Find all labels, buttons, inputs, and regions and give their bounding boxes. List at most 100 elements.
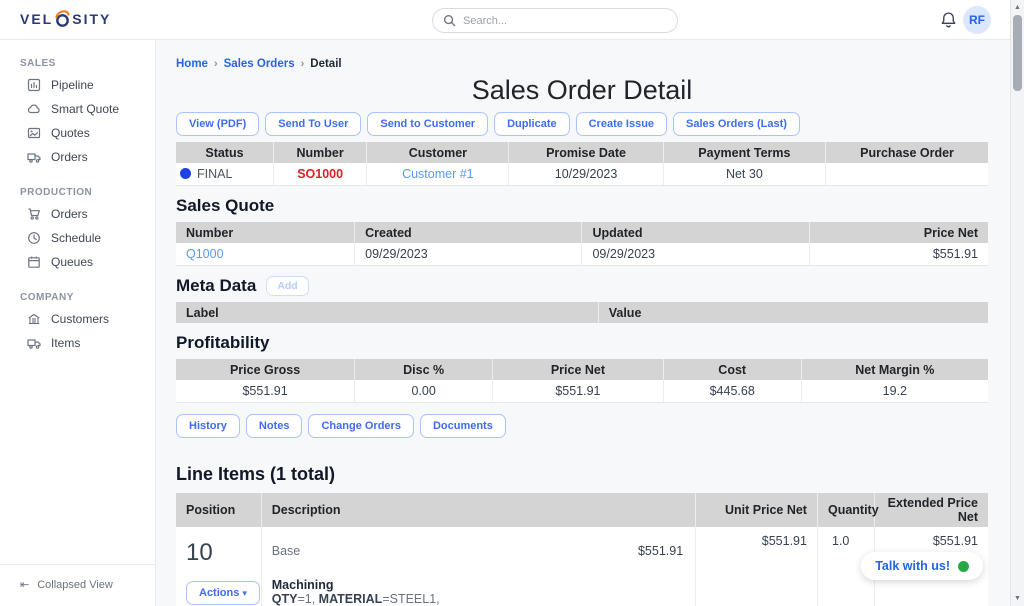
breadcrumb-home[interactable]: Home: [176, 58, 208, 70]
column-header: Description: [260, 493, 696, 527]
column-header: Quantity: [816, 493, 879, 527]
user-avatar[interactable]: RF: [963, 6, 991, 34]
sidebar-item-sales-quotes[interactable]: Quotes: [0, 121, 155, 145]
quote-number-link[interactable]: Q1000: [176, 243, 355, 266]
view-pdf-button[interactable]: View (PDF): [176, 112, 260, 136]
caret-down-icon: ▾: [242, 588, 247, 598]
documents-button[interactable]: Documents: [419, 414, 506, 438]
sidebar-item-label: Quotes: [51, 126, 90, 140]
column-header: Net Margin %: [800, 359, 988, 380]
order-action-buttons: View (PDF) Send To User Send to Customer Du…: [176, 112, 988, 136]
sidebar-item-company-customers[interactable]: Customers: [0, 307, 155, 331]
logo-o-icon: [55, 10, 70, 27]
duplicate-button[interactable]: Duplicate: [494, 112, 570, 136]
table-row: FINAL SO1000 Customer #1 10/29/2023 Net …: [176, 163, 988, 186]
sales-quote-heading: Sales Quote: [176, 196, 275, 215]
cloud-icon: [27, 102, 41, 116]
chat-online-dot: [958, 560, 969, 572]
status-cell: FINAL: [176, 163, 274, 186]
sidebar-item-sales-orders[interactable]: Orders: [0, 145, 155, 169]
top-header: VEL SITY RF: [0, 0, 1024, 40]
line-item-detail-line: QTY=1, MATERIAL=STEEL1,: [271, 592, 440, 606]
collapse-label: Collapsed View: [37, 578, 113, 591]
column-header: Cost: [662, 359, 802, 380]
line-item-actions-button[interactable]: Actions ▾: [186, 581, 260, 605]
column-header: Extended Price Net: [873, 493, 988, 527]
column-header: Created: [354, 222, 582, 243]
clock-icon: [27, 231, 41, 245]
breadcrumb-sales-orders[interactable]: Sales Orders: [223, 58, 295, 70]
table-row: $551.91 0.00 $551.91 $445.68 19.2: [176, 380, 988, 403]
building-icon: [27, 312, 41, 326]
sales-orders-last-button[interactable]: Sales Orders (Last): [673, 112, 800, 136]
send-to-user-button[interactable]: Send To User: [265, 112, 362, 136]
line-item-position: 10: [186, 539, 213, 566]
secondary-buttons: History Notes Change Orders Documents: [176, 414, 988, 438]
line-items-table: Position Description Unit Price Net Quan…: [176, 493, 988, 606]
sidebar-section-label: COMPANY: [20, 292, 74, 303]
sidebar-item-production-schedule[interactable]: Schedule: [0, 226, 155, 250]
sidebar-section-production: PRODUCTION Orders Schedule Queues: [0, 187, 155, 274]
column-header: Unit Price Net: [695, 493, 818, 527]
sidebar-item-sales-smart-quote[interactable]: Smart Quote: [0, 97, 155, 121]
sidebar-item-label: Items: [51, 336, 81, 350]
column-header: Purchase Order: [825, 142, 988, 163]
change-orders-button[interactable]: Change Orders: [308, 414, 414, 438]
sidebar-item-label: Smart Quote: [51, 102, 120, 116]
column-header: Position: [176, 493, 262, 527]
global-search[interactable]: [432, 8, 678, 33]
breadcrumb-separator: ›: [213, 58, 218, 70]
quote-created: 09/29/2023: [354, 243, 582, 266]
sidebar: SALES Pipeline Smart Quote Quotes Orders PROD…: [0, 40, 156, 606]
column-header: Price Net: [808, 222, 988, 243]
create-issue-button[interactable]: Create Issue: [575, 112, 668, 136]
net-margin: 19.2: [800, 380, 988, 403]
search-input[interactable]: [463, 14, 667, 27]
add-meta-data-button[interactable]: Add: [266, 276, 309, 296]
quote-card-icon: [27, 126, 41, 140]
quote-updated: 09/29/2023: [581, 243, 810, 266]
price-net: $551.91: [492, 380, 664, 403]
send-to-customer-button[interactable]: Send to Customer: [367, 112, 489, 136]
order-number: SO1000: [272, 163, 367, 186]
scroll-down-arrow-icon[interactable]: ▼: [1014, 595, 1021, 602]
column-header: Number: [176, 222, 355, 243]
notifications-bell-icon[interactable]: [940, 11, 957, 34]
cart-icon: [27, 207, 41, 221]
sales-quote-table: Number Created Updated Price Net Q1000 0…: [176, 222, 988, 266]
scrollbar-thumb[interactable]: [1013, 15, 1022, 91]
sidebar-item-production-orders[interactable]: Orders: [0, 202, 155, 226]
unit-price-net-cell: $551.91: [695, 527, 818, 606]
customer-link[interactable]: Customer #1: [366, 163, 509, 186]
column-header: Updated: [581, 222, 810, 243]
line-item-detail-lines: QTY=1, MATERIAL=STEEL1,RAWLENGTH_X=10 [I…: [272, 592, 685, 606]
promise-date: 10/29/2023: [508, 163, 664, 186]
sidebar-item-sales-pipeline[interactable]: Pipeline: [0, 73, 155, 97]
sidebar-item-production-queues[interactable]: Queues: [0, 250, 155, 274]
profitability-table: Price Gross Disc % Price Net Cost Net Ma…: [176, 359, 988, 403]
scroll-up-arrow-icon[interactable]: ▲: [1014, 4, 1021, 11]
pipeline-icon: [27, 78, 41, 92]
column-header: Price Net: [492, 359, 664, 380]
column-header: Label: [176, 302, 599, 323]
app-logo[interactable]: VEL SITY: [20, 9, 111, 29]
column-header: Status: [176, 142, 274, 163]
sidebar-item-company-items[interactable]: Items: [0, 331, 155, 355]
purchase-order: [825, 163, 988, 186]
notes-button[interactable]: Notes: [245, 414, 303, 438]
disc-percent: 0.00: [354, 380, 493, 403]
column-header: Value: [597, 302, 988, 323]
collapse-sidebar-button[interactable]: ⇤ Collapsed View: [0, 564, 155, 606]
meta-data-table: Label Value: [176, 302, 988, 323]
line-item-row: 10 Actions ▾ Base $551.91 Machining QTY=…: [176, 527, 988, 606]
logo-text-suffix: SITY: [72, 11, 112, 27]
logo-text-prefix: VEL: [20, 11, 54, 27]
sales-orders-icon: [27, 150, 41, 164]
truck-icon: [27, 336, 41, 350]
table-row: Q1000 09/29/2023 09/29/2023 $551.91: [176, 243, 988, 266]
vertical-scrollbar[interactable]: ▲ ▼: [1010, 0, 1024, 606]
history-button[interactable]: History: [176, 414, 240, 438]
chat-widget-button[interactable]: Talk with us!: [861, 552, 983, 580]
line-item-base-label: Base: [271, 544, 301, 558]
line-item-base-price: $551.91: [637, 544, 684, 558]
